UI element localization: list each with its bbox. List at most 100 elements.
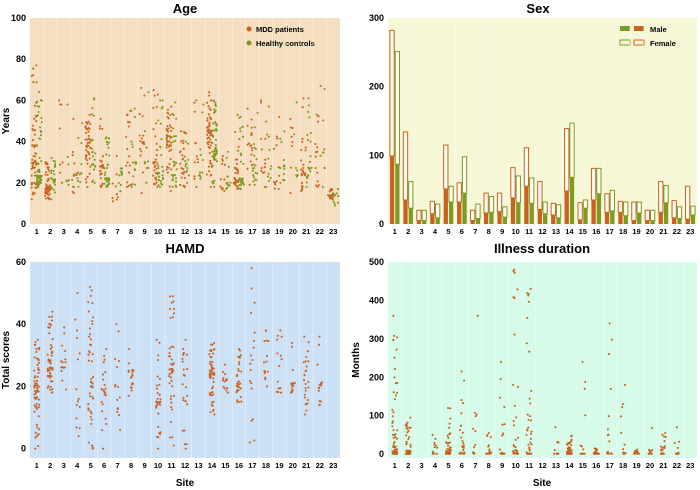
data-point — [59, 171, 62, 174]
data-point — [101, 388, 104, 391]
data-point — [528, 415, 532, 418]
data-point — [193, 177, 196, 180]
data-point — [173, 135, 176, 138]
data-point — [34, 152, 37, 155]
data-point — [302, 361, 305, 364]
data-point — [60, 366, 63, 369]
data-point — [446, 406, 450, 410]
data-point — [462, 444, 465, 447]
data-point — [396, 429, 399, 432]
data-point — [210, 404, 213, 407]
data-point — [36, 179, 39, 183]
data-point — [182, 147, 185, 150]
data-point — [391, 425, 394, 428]
data-point — [89, 146, 92, 149]
bar-male — [672, 217, 677, 224]
data-point — [292, 133, 296, 136]
data-point — [159, 122, 162, 125]
data-point — [86, 175, 89, 178]
data-point — [74, 318, 77, 321]
data-point — [392, 338, 395, 341]
data-point — [94, 164, 97, 167]
data-point — [50, 352, 54, 355]
data-point — [622, 448, 625, 451]
data-point — [44, 188, 48, 191]
bar-female — [542, 201, 548, 215]
data-point — [145, 181, 148, 184]
data-point — [207, 136, 210, 139]
data-point — [85, 181, 88, 184]
data-point — [86, 122, 89, 125]
data-point — [458, 452, 462, 455]
data-point — [198, 174, 201, 177]
bar-male — [448, 202, 454, 224]
x-tick-label: 21 — [659, 461, 667, 470]
data-point — [252, 163, 255, 166]
data-point — [222, 385, 225, 388]
data-point — [392, 411, 395, 414]
x-tick-label: 5 — [89, 461, 93, 470]
data-point — [557, 452, 560, 455]
data-point — [579, 452, 582, 455]
data-point — [180, 176, 183, 179]
data-point — [319, 84, 322, 88]
data-point — [193, 175, 196, 178]
data-point — [529, 441, 532, 444]
data-point — [48, 315, 51, 319]
bar-female — [609, 189, 615, 212]
data-point — [72, 174, 75, 177]
x-tick-label: 9 — [142, 461, 146, 470]
data-point — [33, 145, 36, 149]
data-point — [212, 371, 215, 374]
data-point — [241, 177, 244, 180]
data-point — [99, 169, 102, 173]
data-point — [47, 385, 50, 388]
data-point — [160, 154, 163, 157]
bar-male — [596, 193, 602, 224]
data-point — [321, 151, 325, 154]
data-point — [240, 181, 243, 184]
data-point — [448, 448, 451, 451]
data-point — [126, 181, 129, 184]
data-point — [48, 361, 51, 364]
data-point — [172, 362, 175, 365]
data-point — [206, 101, 209, 104]
data-point — [300, 172, 303, 175]
data-point — [206, 141, 209, 144]
data-point — [405, 424, 409, 428]
data-point — [290, 341, 294, 344]
data-point — [131, 161, 134, 164]
data-point — [304, 386, 307, 390]
bar-female — [582, 199, 589, 209]
data-point — [409, 445, 412, 448]
data-point — [267, 135, 270, 138]
data-point — [165, 133, 168, 137]
data-point — [80, 172, 83, 175]
data-point — [502, 432, 505, 435]
data-point — [317, 184, 320, 187]
data-point — [292, 382, 295, 385]
data-point — [433, 443, 436, 446]
data-point — [172, 164, 176, 167]
data-point — [155, 181, 158, 184]
data-point — [239, 160, 242, 163]
data-point — [301, 137, 304, 140]
data-point — [407, 429, 410, 433]
data-point — [36, 396, 39, 399]
data-point — [305, 181, 308, 184]
data-point — [31, 164, 34, 167]
data-point — [253, 183, 256, 186]
data-point — [157, 358, 160, 362]
data-point — [302, 97, 305, 100]
data-point — [407, 452, 410, 455]
data-point — [91, 396, 94, 399]
data-point — [291, 386, 294, 389]
data-point — [265, 354, 268, 358]
x-tick-label: 9 — [500, 227, 504, 236]
data-point — [32, 67, 35, 70]
data-point — [50, 172, 53, 175]
data-point — [174, 135, 177, 138]
data-point — [300, 187, 303, 190]
data-point — [267, 179, 271, 182]
data-point — [119, 428, 122, 432]
